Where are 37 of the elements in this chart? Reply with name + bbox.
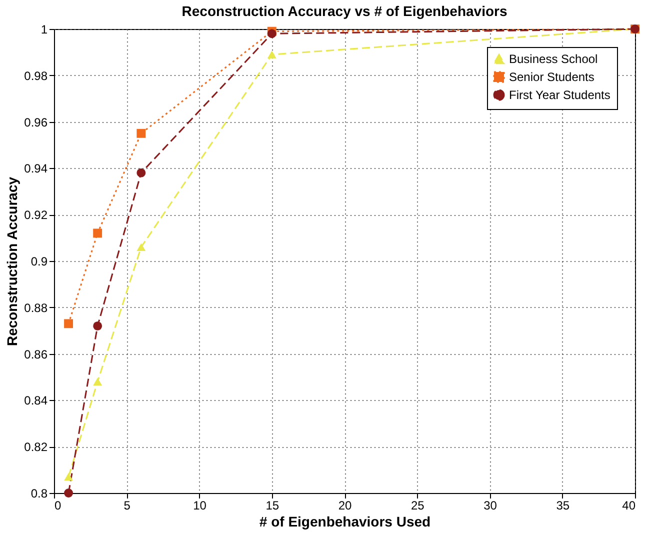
point (136, 168, 146, 178)
point (64, 488, 73, 498)
x-tick-label: 20 (338, 498, 352, 512)
x-tick-label: 5 (124, 498, 131, 512)
y-tick-label: 0.92 (24, 208, 48, 222)
chart-title: Reconstruction Accuracy vs # of Eigenbehaviors (182, 3, 508, 19)
x-tick-label: 0 (54, 498, 62, 512)
x-tick-label: 15 (266, 498, 280, 512)
y-tick-label: 0.96 (24, 115, 48, 130)
x-tick-label: 40 (622, 498, 636, 512)
x-tick-label: 10 (193, 498, 207, 512)
y-tick-label: 0.94 (24, 162, 48, 176)
point (93, 378, 102, 386)
y-tick-label: 0.82 (24, 440, 48, 454)
y-tick-label: 0.86 (24, 347, 48, 362)
legend-label: Business School (509, 52, 598, 66)
point (93, 228, 102, 238)
x-tick-label: 30 (484, 498, 498, 512)
legend-label: First Year Students (509, 88, 610, 102)
point (64, 472, 73, 481)
point (64, 319, 73, 328)
y-tick-label: 1 (40, 22, 48, 36)
point (93, 321, 102, 330)
y-tick-label: 0.8 (30, 486, 48, 500)
legend-label: Senior Students (509, 70, 594, 84)
x-tick-label: 35 (556, 498, 570, 512)
point (267, 29, 276, 38)
y-tick-label: 0.9 (30, 254, 48, 268)
point (136, 243, 146, 251)
y-tick-label: 0.98 (24, 68, 48, 83)
y-axis-title: Reconstruction Accuracy (4, 176, 20, 346)
point (136, 128, 146, 138)
x-tick-label: 25 (410, 498, 425, 512)
x-axis-title: # of Eigenbehaviors Used (259, 514, 431, 530)
y-tick-label: 0.88 (24, 300, 48, 315)
point (267, 50, 276, 58)
y-tick-label: 0.84 (24, 394, 48, 408)
